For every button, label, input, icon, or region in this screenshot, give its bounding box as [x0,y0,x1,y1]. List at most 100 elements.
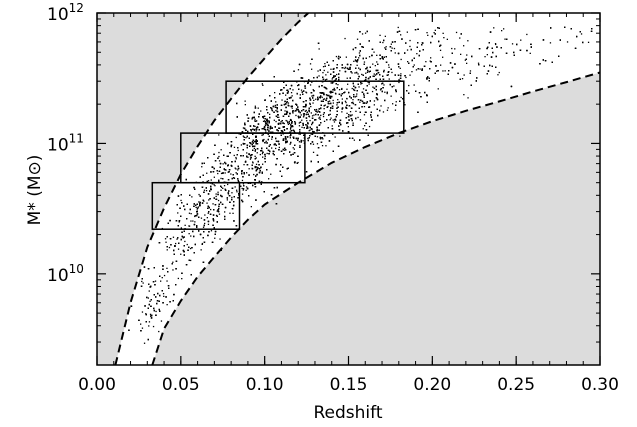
galaxy-point [390,43,392,45]
galaxy-point [313,114,315,116]
galaxy-point [347,126,349,128]
galaxy-point [382,41,384,44]
galaxy-point [428,77,430,79]
galaxy-point [355,95,358,97]
galaxy-point [318,129,320,131]
galaxy-point [495,55,497,58]
galaxy-point [256,173,258,176]
galaxy-point [240,133,242,135]
galaxy-point [334,136,336,138]
galaxy-point [305,103,307,106]
galaxy-point [352,122,354,124]
galaxy-point [278,149,280,151]
galaxy-point [292,89,294,91]
galaxy-point [285,84,287,86]
galaxy-point [439,49,442,51]
galaxy-point [148,290,150,292]
galaxy-point [276,108,278,110]
galaxy-point [207,193,210,195]
galaxy-point [173,293,175,296]
galaxy-point [194,215,196,218]
galaxy-point [246,144,248,146]
galaxy-point [266,109,268,111]
galaxy-point [310,160,312,163]
galaxy-point [243,173,245,175]
galaxy-point [217,199,220,202]
galaxy-point [304,110,306,112]
galaxy-point [254,183,256,185]
galaxy-point [195,204,197,206]
galaxy-point [392,103,394,105]
galaxy-point [254,120,256,122]
galaxy-point [212,219,215,221]
galaxy-point [324,63,326,65]
galaxy-point [320,100,323,102]
galaxy-point [246,152,248,154]
galaxy-point [211,183,214,185]
galaxy-point [405,76,407,79]
galaxy-point [301,126,303,128]
galaxy-point [351,107,353,109]
galaxy-point [165,296,167,298]
galaxy-point [365,89,367,91]
galaxy-point [254,155,256,157]
galaxy-point [286,140,288,143]
galaxy-point [325,99,327,101]
galaxy-point [394,74,396,76]
galaxy-point [387,107,389,109]
galaxy-point [359,43,361,45]
galaxy-point [209,213,212,215]
galaxy-point [316,76,318,79]
galaxy-point [333,75,335,77]
galaxy-point [160,320,163,322]
galaxy-point [252,149,254,151]
galaxy-point [325,74,327,76]
galaxy-point [316,126,318,128]
galaxy-point [400,34,402,36]
galaxy-point [250,129,252,131]
galaxy-point [286,141,288,143]
galaxy-point [261,153,264,155]
galaxy-point [222,187,224,189]
galaxy-point [299,94,301,96]
galaxy-point [148,283,150,285]
galaxy-point [333,87,335,90]
galaxy-point [576,35,578,38]
galaxy-point [196,203,198,205]
galaxy-point [282,138,285,140]
galaxy-point [355,56,357,58]
galaxy-point [298,122,300,124]
galaxy-point [290,126,292,128]
galaxy-point [269,113,271,115]
galaxy-point [224,211,226,213]
galaxy-point [298,125,301,127]
galaxy-point [359,111,361,113]
galaxy-point [326,61,328,63]
galaxy-point [243,164,245,166]
galaxy-point [354,47,357,49]
galaxy-point [269,150,271,153]
galaxy-point [341,67,343,69]
galaxy-point [169,219,171,222]
galaxy-point [196,209,198,211]
galaxy-point [311,117,314,119]
galaxy-point [352,99,354,101]
galaxy-point [373,73,375,75]
excluded-region-lower [152,72,600,365]
galaxy-point [263,191,265,193]
galaxy-point [249,158,252,160]
galaxy-point [234,160,236,163]
galaxy-point [298,141,301,143]
galaxy-point [212,214,215,216]
galaxy-point [309,99,312,101]
galaxy-point [530,43,532,45]
galaxy-point [186,243,188,246]
galaxy-point [255,143,257,145]
galaxy-point [383,39,385,42]
galaxy-point [164,238,167,240]
galaxy-point [418,92,421,94]
galaxy-point [180,215,182,217]
galaxy-point [400,96,402,99]
galaxy-point [201,202,204,204]
galaxy-point [316,136,319,138]
